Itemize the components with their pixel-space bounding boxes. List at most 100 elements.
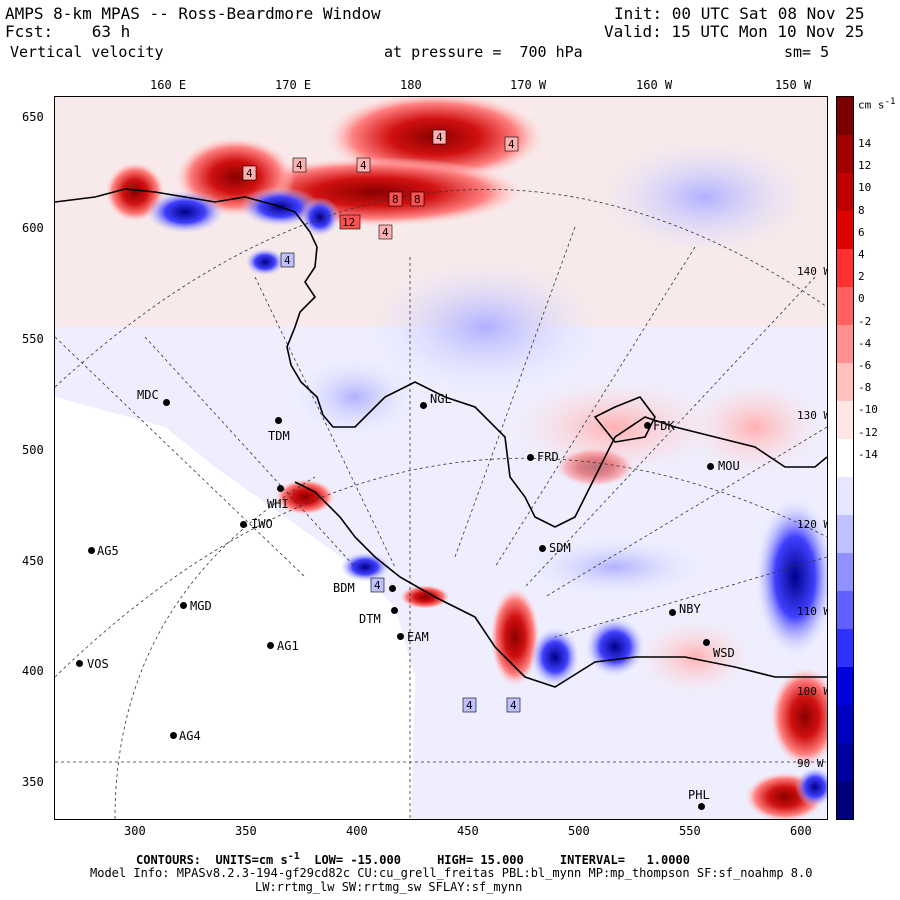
updraft-core (555, 447, 635, 487)
colorbar-tick: -12 (858, 425, 878, 439)
contour-label: 4 (374, 579, 381, 592)
station-dot (707, 463, 714, 470)
downdraft-core (300, 197, 340, 237)
downdraft-core (585, 617, 645, 677)
station-label: WSD (713, 646, 735, 660)
pale-red-patch (635, 617, 755, 697)
y-axis-tick: 350 (22, 775, 44, 789)
top-axis-tick: 180 (400, 78, 422, 92)
station-label: TDM (268, 429, 290, 443)
init-time: Init: 00 UTC Sat 08 Nov 25 (614, 4, 865, 23)
station-dot (539, 545, 546, 552)
station-label: SDM (549, 541, 571, 555)
colorbar-tick: 10 (858, 181, 872, 195)
station-label: DTM (359, 612, 381, 626)
lon-label: 100 W (797, 685, 827, 698)
top-axis-tick: 150 W (775, 78, 812, 92)
station-label: EAM (407, 630, 429, 644)
station-dot (527, 454, 534, 461)
station-dot (88, 547, 95, 554)
contour-label: 4 (382, 226, 389, 239)
top-axis-tick: 160 E (150, 78, 187, 92)
title-line1-left: AMPS 8-km MPAS -- Ross-Beardmore Window (5, 4, 381, 23)
y-axis-tick: 400 (22, 664, 44, 678)
x-axis-tick: 600 (790, 824, 812, 838)
colorbar-tick: 4 (858, 248, 865, 261)
contour-label: 4 (436, 131, 443, 144)
station-dot (703, 639, 710, 646)
colorbar-tick: 8 (858, 203, 865, 217)
station-dot (420, 402, 427, 409)
footer-model-info: Model Info: MPASv8.2.3-194-gf29cd82c CU:… (90, 866, 813, 880)
smoothing: sm= 5 (784, 43, 830, 61)
station-label: WHI (267, 497, 289, 511)
colorbar-tick: -2 (858, 314, 872, 328)
station-label: VOS (87, 657, 109, 671)
pale-red-patch (685, 377, 825, 477)
colorbar-tick: -6 (858, 359, 872, 372)
downdraft-core (795, 767, 827, 807)
updraft-core (275, 479, 335, 515)
station-dot (389, 585, 396, 592)
station-dot (240, 521, 247, 528)
station-label: MGD (190, 599, 212, 613)
colorbar-tick: 2 (858, 270, 865, 284)
contour-labels: 4 4 4 4 4 8 8 12 4 4 4 4 4 (242, 129, 521, 713)
station-label: FRD (537, 450, 559, 464)
station-label: BDM (333, 581, 355, 595)
downdraft-core (755, 497, 827, 657)
top-axis-tick: 170 W (510, 78, 547, 92)
colorbar-tick: -8 (858, 381, 872, 395)
forecast-hour: Fcst: 63 h (5, 22, 131, 41)
contour-label: 4 (510, 699, 517, 712)
contour-label: 8 (414, 193, 421, 206)
pale-red-patch (505, 377, 725, 477)
colorbar-tick: 6 (858, 225, 865, 239)
station-dot (644, 422, 651, 429)
colorbar (836, 96, 854, 820)
coastline (55, 188, 827, 688)
station-dot (391, 607, 398, 614)
lon-label: 130 W (797, 409, 827, 422)
colorbar-tick: 0 (858, 292, 865, 306)
y-axis-tick: 600 (22, 221, 44, 235)
station-label: NBY (679, 602, 701, 616)
colorbar-tick: 12 (858, 159, 872, 173)
station-label: AG5 (97, 544, 119, 558)
footer-contours: CONTOURS: UNITS=cm s-1 LOW= -15.000 HIGH… (136, 851, 690, 867)
pale-blue-patch (365, 257, 605, 397)
colorbar-units: cm s-1 (858, 96, 896, 112)
downdraft-core (340, 552, 390, 582)
top-axis-tick: 170 E (275, 78, 312, 92)
station-label: AG1 (277, 639, 299, 653)
station-label: FDK (653, 419, 675, 433)
map-panel: 4 4 4 4 4 8 8 12 4 4 4 4 4 (54, 96, 828, 820)
field-name: Vertical velocity (10, 43, 164, 61)
graticule (55, 189, 827, 819)
station-dot (180, 602, 187, 609)
contour-label: 12 (342, 216, 355, 229)
updraft-core (770, 667, 827, 767)
y-axis-tick: 550 (22, 332, 44, 346)
map-lon-labels: 140 W 130 W 120 W 110 W 100 W 90 W (797, 265, 827, 770)
station-dot (275, 417, 282, 424)
station-dot (76, 660, 83, 667)
lon-label: 110 W (797, 605, 827, 618)
contour-label: 8 (392, 193, 399, 206)
x-axis-tick: 550 (679, 824, 701, 838)
colorbar-tick: 14 (858, 137, 872, 150)
station-label: PHL (688, 788, 710, 802)
contour-label: 4 (466, 699, 473, 712)
contour-label: 4 (296, 159, 303, 172)
map-svg: 4 4 4 4 4 8 8 12 4 4 4 4 4 (55, 97, 827, 819)
station-dot (698, 803, 705, 810)
y-axis-tick: 450 (22, 554, 44, 568)
x-axis-tick: 450 (457, 824, 479, 838)
valid-time: Valid: 15 UTC Mon 10 Nov 25 (604, 22, 865, 41)
y-axis-tick: 650 (22, 110, 44, 124)
updraft-core (490, 587, 540, 687)
pressure-level: at pressure = 700 hPa (384, 43, 583, 61)
station-label: AG4 (179, 729, 201, 743)
pale-blue-patch (595, 137, 815, 257)
contour-label: 4 (284, 254, 291, 267)
